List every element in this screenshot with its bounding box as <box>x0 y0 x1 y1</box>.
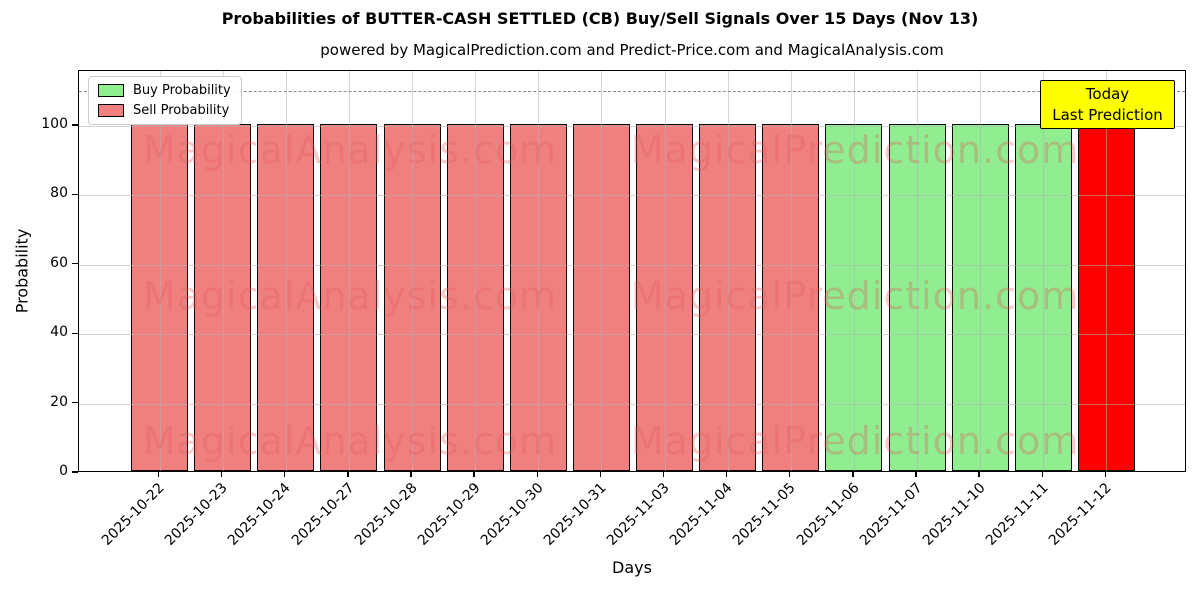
bars-layer <box>79 71 1185 471</box>
y-axis-tick <box>72 471 78 473</box>
x-axis-tick <box>789 472 791 477</box>
x-axis-tick <box>284 472 286 477</box>
chart-title: Probabilities of BUTTER-CASH SETTLED (CB… <box>221 9 979 28</box>
x-tick-label: 2025-11-06 <box>793 480 863 549</box>
annotation-line-1: Today <box>1085 85 1130 104</box>
y-axis-label: Probability <box>12 228 32 314</box>
bar-sell-2025-11-03 <box>636 124 694 471</box>
annotation-line-2: Last Prediction <box>1052 105 1163 124</box>
legend-item-buy: Buy Probability <box>98 83 231 98</box>
x-axis-tick <box>662 472 665 477</box>
x-tick-label: 2025-11-03 <box>604 480 673 549</box>
y-axis-tick <box>72 124 78 126</box>
x-tick-label: 2025-10-23 <box>162 480 231 549</box>
x-tick-label: 2025-11-04 <box>667 480 736 549</box>
chart-subtitle: powered by MagicalPrediction.com and Pre… <box>320 41 944 59</box>
y-tick-label: 80 <box>50 185 68 202</box>
x-tick-label: 2025-11-12 <box>1045 480 1115 549</box>
x-axis-tick <box>599 472 602 477</box>
x-axis-tick <box>1041 472 1043 477</box>
x-tick-label: 2025-10-22 <box>98 480 168 549</box>
plot-area <box>78 70 1186 472</box>
x-tick-label: 2025-10-31 <box>540 480 610 549</box>
x-tick-label: 2025-10-28 <box>351 480 421 549</box>
x-axis-tick <box>915 472 917 477</box>
y-tick-label: 60 <box>50 254 68 271</box>
bar-sell-2025-11-04 <box>699 124 757 471</box>
x-axis-tick <box>157 472 160 477</box>
bar-sell-2025-11-05 <box>762 124 820 471</box>
x-tick-label: 2025-10-30 <box>477 480 547 549</box>
y-tick-label: 20 <box>50 393 68 410</box>
legend-buy-label: Buy Probability <box>133 83 231 98</box>
x-tick-label: 2025-11-11 <box>982 480 1052 549</box>
x-tick-label: 2025-11-10 <box>919 480 989 549</box>
legend-sell-label: Sell Probability <box>133 103 230 118</box>
y-axis-tick <box>72 401 78 404</box>
x-axis-tick <box>1104 472 1107 477</box>
legend-item-sell: Sell Probability <box>98 103 231 118</box>
x-axis-tick <box>473 472 475 477</box>
x-axis-tick <box>220 472 223 477</box>
x-tick-label: 2025-10-29 <box>414 480 484 549</box>
x-tick-label: 2025-10-27 <box>288 480 358 549</box>
x-axis-tick <box>978 472 980 477</box>
bar-sell-2025-10-31 <box>572 124 630 471</box>
y-tick-label: 100 <box>41 116 68 132</box>
x-tick-label: 2025-11-07 <box>856 480 926 549</box>
x-axis-tick <box>347 472 349 477</box>
y-tick-label: 0 <box>59 463 68 479</box>
y-tick-label: 40 <box>50 324 68 341</box>
x-tick-label: 2025-11-05 <box>730 480 800 549</box>
bar-sell-2025-10-23 <box>194 124 252 471</box>
bar-sell-2025-10-24 <box>257 124 315 471</box>
x-axis-tick <box>725 472 728 477</box>
y-axis-tick <box>72 263 78 265</box>
x-axis-tick <box>536 472 538 477</box>
bar-sell-2025-10-22 <box>131 124 188 471</box>
bar-sell-2025-10-28 <box>383 124 441 471</box>
x-axis-tick <box>852 472 854 477</box>
bar-sell-2025-10-29 <box>446 124 504 471</box>
bar-buy-2025-11-11 <box>1014 124 1072 471</box>
bar-sell-2025-10-27 <box>320 124 378 471</box>
buy-swatch-icon <box>98 84 124 97</box>
bar-today-2025-11-12 <box>1077 124 1135 471</box>
x-tick-label: 2025-10-24 <box>225 480 295 549</box>
bar-buy-2025-11-07 <box>888 124 946 471</box>
bar-buy-2025-11-10 <box>951 124 1009 471</box>
y-axis-tick <box>72 193 78 196</box>
today-annotation: Today Last Prediction <box>1040 80 1175 129</box>
bar-buy-2025-11-06 <box>825 124 883 471</box>
y-axis-tick <box>72 332 78 334</box>
bar-sell-2025-10-30 <box>509 124 567 471</box>
legend: Buy Probability Sell Probability <box>88 76 242 125</box>
x-axis-label: Days <box>612 558 652 577</box>
x-axis-tick <box>410 472 412 477</box>
sell-swatch-icon <box>98 104 124 117</box>
